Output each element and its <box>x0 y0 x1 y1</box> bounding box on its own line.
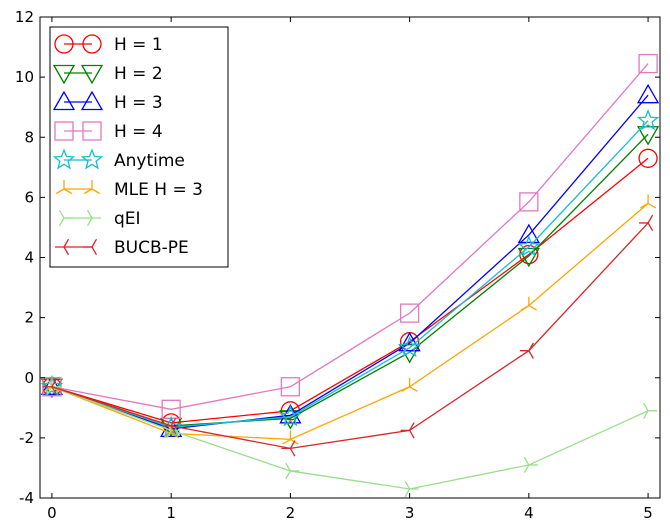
series-mle-h-3 <box>43 194 657 445</box>
series-h-4 <box>42 53 658 419</box>
data-point <box>280 377 301 397</box>
legend-marker <box>82 121 102 141</box>
series-line <box>51 202 649 441</box>
x-tick-label: 5 <box>643 504 653 522</box>
legend-label: H = 2 <box>114 64 163 84</box>
data-point <box>404 480 419 498</box>
series-qei <box>46 378 658 498</box>
data-point <box>40 374 64 397</box>
legend-label: Anytime <box>114 151 185 171</box>
data-point <box>285 462 300 480</box>
data-point <box>520 296 537 311</box>
legend-label: qEI <box>114 209 141 229</box>
legend-marker <box>86 209 101 227</box>
data-point <box>398 331 421 352</box>
legend-entry: qEI <box>58 209 141 229</box>
legend-marker <box>80 90 104 111</box>
legend-entry: H = 4 <box>54 121 163 142</box>
legend-entry: H = 1 <box>54 34 163 55</box>
data-point <box>519 342 534 359</box>
series-line <box>51 94 649 430</box>
y-tick-label: 0 <box>24 369 34 387</box>
data-point <box>517 235 541 257</box>
y-tick-label: -2 <box>19 429 34 447</box>
legend-marker <box>52 64 76 85</box>
legend-entry: BUCB-PE <box>55 238 189 258</box>
series-line <box>51 63 649 410</box>
plot-area <box>40 53 660 498</box>
legend-entry: MLE H = 3 <box>55 180 203 200</box>
legend-marker <box>82 34 102 54</box>
x-tick-label: 2 <box>286 504 296 522</box>
series-bucb-pe <box>42 214 654 457</box>
data-point <box>636 108 660 131</box>
y-tick-label: 8 <box>24 128 34 146</box>
legend-marker <box>55 180 73 195</box>
x-tick-label: 3 <box>405 504 415 522</box>
data-point <box>279 405 302 427</box>
legend-marker <box>83 238 98 256</box>
data-point <box>636 83 660 104</box>
legend-label: MLE H = 3 <box>114 180 203 200</box>
legend-label: H = 3 <box>114 93 163 113</box>
data-point <box>636 126 660 146</box>
legend-marker <box>80 64 104 85</box>
y-tick-label: 10 <box>15 68 34 86</box>
series-line <box>51 386 649 490</box>
y-tick-label: 2 <box>24 309 34 327</box>
legend-marker <box>52 90 76 111</box>
data-point <box>638 53 658 74</box>
legend-entry: H = 3 <box>52 90 163 113</box>
data-point <box>398 335 421 358</box>
data-point <box>639 214 654 232</box>
legend-box <box>49 26 229 268</box>
x-tick-label: 4 <box>524 504 534 522</box>
data-point <box>162 417 177 434</box>
series-line <box>51 222 649 450</box>
data-point <box>519 192 539 212</box>
legend-label: H = 1 <box>114 35 163 55</box>
data-point <box>517 223 540 244</box>
data-point <box>42 378 57 395</box>
data-point <box>281 440 296 457</box>
y-tick-label: 6 <box>24 188 34 206</box>
legend-marker <box>55 238 70 256</box>
legend-entry: Anytime <box>52 148 185 171</box>
legend-marker <box>80 148 104 170</box>
data-point <box>523 456 538 474</box>
y-tick-label: 12 <box>15 8 34 26</box>
y-tick-label: -4 <box>19 489 34 507</box>
data-point <box>639 194 657 209</box>
legend-marker <box>52 148 76 170</box>
legend-marker <box>58 209 73 227</box>
data-point <box>40 375 64 395</box>
x-tick-label: 1 <box>166 504 176 522</box>
data-point <box>643 402 658 419</box>
legend-marker <box>54 34 74 54</box>
data-point <box>638 148 658 168</box>
series-line <box>51 157 649 424</box>
legend-marker <box>83 180 101 195</box>
legend-marker <box>54 121 74 141</box>
series-line <box>51 120 649 429</box>
data-point <box>399 303 420 323</box>
data-point <box>517 247 540 268</box>
legend: H = 1 H = 2 H = 3 H = 4 Anytime MLE H = 3 qEI B… <box>49 26 229 268</box>
legend-label: BUCB-PE <box>114 238 189 258</box>
data-point <box>400 422 415 439</box>
legend-entry: H = 2 <box>52 64 163 85</box>
x-tick-label: 0 <box>47 504 57 522</box>
data-point <box>401 377 418 392</box>
y-tick-label: 4 <box>24 249 34 267</box>
legend-label: H = 4 <box>114 122 163 142</box>
